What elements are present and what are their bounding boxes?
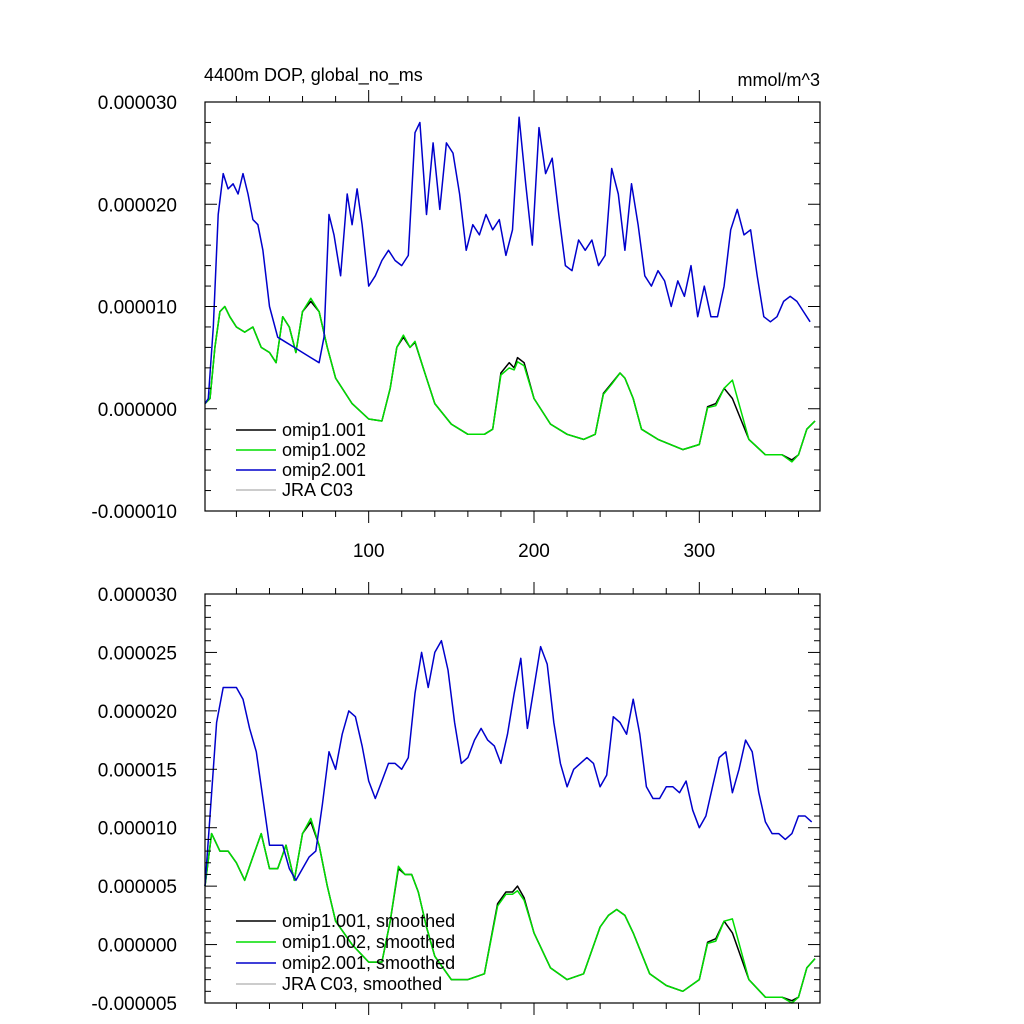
top-ytick-label: 0.000020: [98, 195, 177, 216]
top-series-omip2-001: [204, 116, 811, 405]
bottom-series-omip2-001: [204, 639, 813, 887]
bottom-legend-label: omip1.002, smoothed: [282, 932, 455, 952]
bottom-plot-frame: [204, 593, 821, 1004]
bottom-panel: -0.000005 0.000000 0.000005 0.000010 0.00001…: [91, 582, 821, 1015]
chart-title: 4400m DOP, global_no_ms: [204, 65, 423, 86]
top-ytick-label: 0.000000: [98, 400, 177, 421]
bottom-ytick-label: 0.000005: [98, 877, 177, 898]
top-series-layer: [204, 116, 816, 463]
top-ytick-label: 0.000010: [98, 298, 177, 319]
bottom-ytick-label: 0.000010: [98, 819, 177, 840]
units-label: mmol/m^3: [738, 70, 820, 90]
top-series-omip1-002: [204, 297, 816, 463]
bottom-legend-label: JRA C03, smoothed: [282, 974, 442, 994]
top-ytick-label: 0.000030: [98, 93, 177, 114]
top-legend-label: omip2.001: [282, 460, 366, 480]
bottom-ytick-label: 0.000015: [98, 760, 177, 781]
bottom-tick-layer: -0.000005 0.000000 0.000005 0.000010 0.00001…: [91, 582, 820, 1015]
bottom-ytick-label: 0.000030: [98, 585, 177, 606]
top-legend-label: JRA C03: [282, 480, 353, 500]
top-xtick-label: 100: [353, 541, 385, 562]
bottom-series-omip1-002: [204, 817, 816, 1004]
top-xtick-label: 200: [518, 541, 550, 562]
bottom-ytick-label: -0.000005: [91, 994, 177, 1015]
top-legend-label: omip1.002: [282, 440, 366, 460]
bottom-series-layer: [204, 639, 816, 1004]
bottom-ytick-label: 0.000020: [98, 702, 177, 723]
top-ytick-label: -0.000010: [91, 502, 177, 523]
top-xtick-label: 300: [683, 541, 715, 562]
bottom-legend-label: omip1.001, smoothed: [282, 911, 455, 931]
bottom-ytick-label: 0.000025: [98, 643, 177, 664]
top-tick-layer: -0.000010 0.000000 0.000010 0.000020 0.00003…: [91, 90, 820, 562]
top-panel: -0.000010 0.000000 0.000010 0.000020 0.00003…: [91, 90, 821, 562]
bottom-ytick-label: 0.000000: [98, 936, 177, 957]
bottom-legend-label: omip2.001, smoothed: [282, 953, 455, 973]
top-legend-label: omip1.001: [282, 420, 366, 440]
